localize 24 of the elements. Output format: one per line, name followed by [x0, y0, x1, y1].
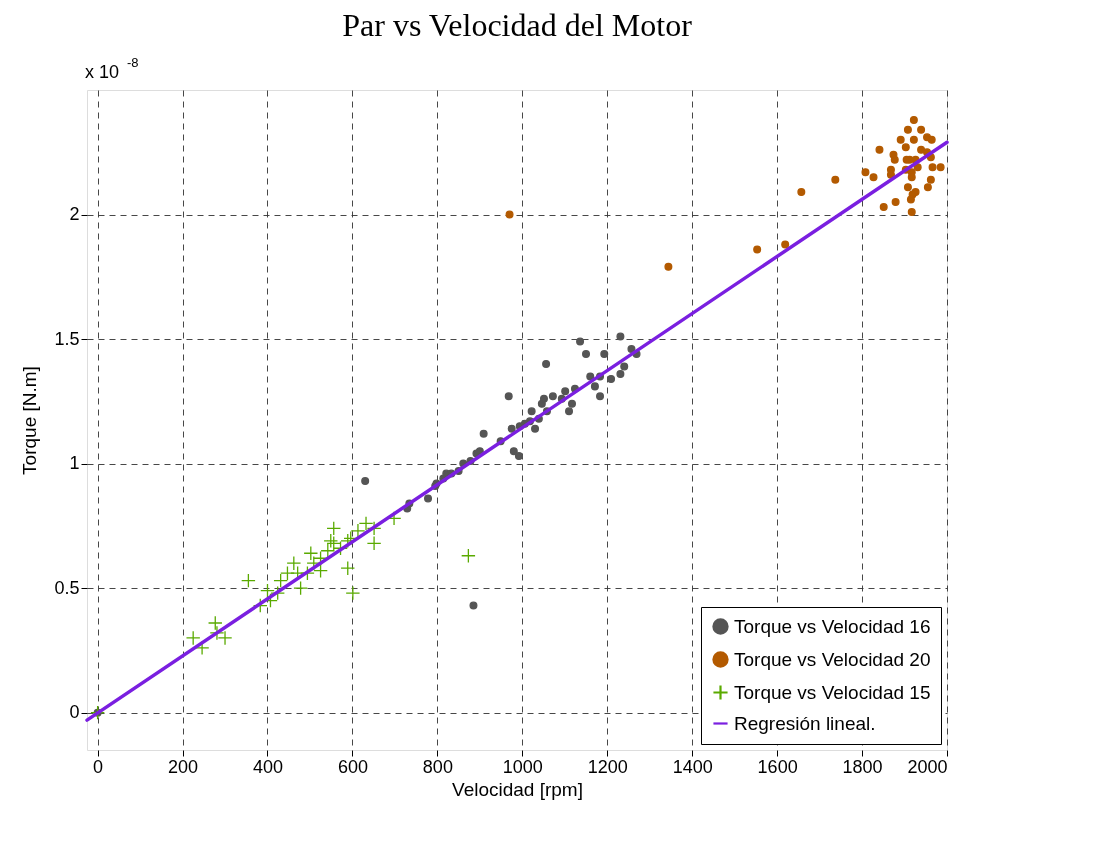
x-tick-label: 600 — [337, 756, 368, 777]
y-tick-label: 0 — [69, 702, 80, 723]
legend-label: Torque vs Velocidad 20 — [734, 648, 931, 670]
chart-title: Par vs Velocidad del Motor — [342, 7, 693, 43]
x-tick-label: 2000 — [907, 756, 948, 777]
x-tick-label: 1200 — [587, 756, 628, 777]
x-tick-label: 400 — [252, 756, 284, 777]
x-tick-label: 1000 — [502, 756, 543, 777]
x-axis-title: Velocidad [rpm] — [452, 778, 583, 800]
y-tick-label: 1.5 — [54, 328, 80, 349]
x-tick-label: 200 — [168, 756, 199, 777]
y-tick-label: 2 — [69, 204, 80, 225]
legend-label: Torque vs Velocidad 16 — [734, 615, 931, 637]
x-tick-label: 800 — [422, 756, 453, 777]
legend-label: Torque vs Velocidad 15 — [734, 681, 931, 703]
x-tick-label: 1800 — [842, 756, 883, 777]
y-tick-label: 1 — [69, 453, 80, 474]
x-tick-label: 0 — [93, 756, 104, 777]
legend-label: Regresión lineal. — [734, 712, 876, 734]
x-tick-label: 1400 — [672, 756, 713, 777]
text: x 10-8 — [85, 55, 139, 82]
x-tick-label: 1600 — [757, 756, 798, 777]
y-tick-label: 0.5 — [54, 577, 80, 598]
y-axis-title: Torque [N.m] — [19, 366, 41, 475]
